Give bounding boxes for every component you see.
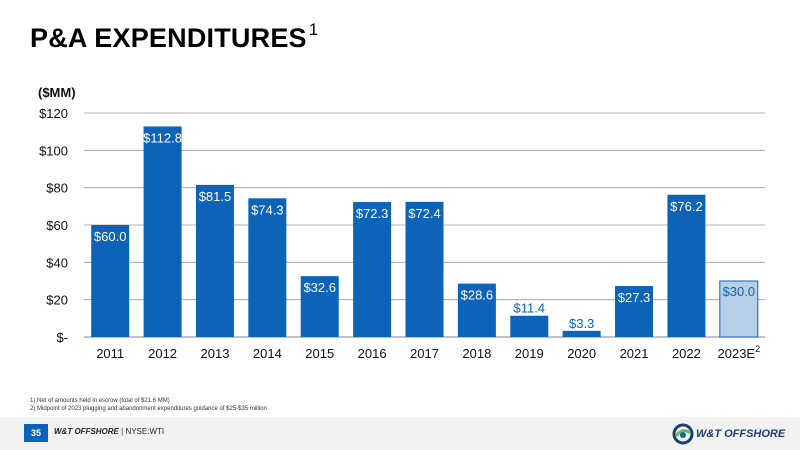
logo-wordmark: W&T OFFSHORE [696, 428, 786, 440]
bar [457, 283, 496, 337]
unit-label: ($MM) [38, 85, 76, 100]
data-label: $74.3 [251, 202, 284, 217]
bars [91, 126, 759, 338]
x-tick-label: 2023E2 [718, 344, 761, 361]
y-axis-ticks: $- $20 $40 $60 $80 $100 $120 [39, 106, 68, 345]
x-tick-label: 2022 [672, 346, 701, 361]
data-label: $72.4 [408, 206, 441, 221]
y-tick-label: $100 [39, 143, 68, 158]
title-footnote-marker: 1 [308, 20, 319, 39]
bar [248, 198, 287, 337]
page-number: 35 [24, 424, 48, 442]
footer-separator: | [121, 427, 124, 436]
title-text: P&A EXPENDITURES [30, 23, 307, 53]
bar [510, 315, 549, 337]
wt-swirl-logo-icon [672, 423, 694, 445]
data-label: $3.3 [569, 316, 594, 331]
x-tick-label: 2011 [96, 346, 124, 361]
data-label: $60.0 [94, 229, 127, 244]
bar [405, 201, 444, 337]
y-tick-label: $60 [46, 218, 68, 233]
data-label: $30.0 [723, 284, 756, 299]
y-tick-label: $120 [39, 106, 68, 121]
y-tick-label: $20 [46, 293, 68, 308]
x-tick-label: 2013 [201, 346, 230, 361]
x-tick-footnote-marker: 2 [755, 344, 760, 354]
x-tick-label: 2015 [305, 346, 334, 361]
footer-company-name: W&T OFFSHORE [54, 427, 119, 436]
footnotes: 1) Net of amounts held in escrow (total … [30, 398, 267, 413]
bar [615, 286, 654, 337]
bar [719, 280, 759, 338]
x-axis-ticks: 2011 2012 2013 2014 2015 2016 2017 2018 2019 2020… [96, 344, 760, 361]
footer-bar: 35 W&T OFFSHORE | NYSE:WTI W&T OFFSHORE [0, 417, 800, 450]
data-label: $27.3 [618, 290, 651, 305]
x-tick-label: 2012 [148, 346, 177, 361]
footer-ticker: NYSE:WTI [125, 427, 165, 436]
data-label: $76.2 [670, 199, 703, 214]
x-tick-label: 2014 [253, 346, 282, 361]
bar [300, 276, 339, 337]
data-label: $28.6 [461, 288, 494, 303]
bar [353, 202, 392, 337]
bar [667, 194, 706, 337]
bar-chart: $-$20$40$60$80$100$120 $60.0$112.8$81.5$… [39, 106, 765, 361]
y-tick-label: $80 [46, 181, 68, 196]
x-tick-label: 2016 [358, 346, 387, 361]
bar [143, 126, 182, 337]
data-label: $112.8 [143, 130, 182, 145]
page-title: P&A EXPENDITURES 1 [30, 20, 318, 54]
data-label: $72.3 [356, 206, 389, 221]
x-tick-label: 2017 [410, 346, 439, 361]
y-tick-label: $- [56, 330, 68, 345]
x-tick-label: 2021 [620, 346, 649, 361]
data-label: $11.4 [513, 301, 545, 316]
data-label: $81.5 [199, 189, 232, 204]
bar [195, 184, 234, 337]
x-tick-label: 2020 [567, 346, 596, 361]
footnote-2: 2) Midpoint of 2023 plugging and abandon… [30, 405, 267, 412]
bar [562, 330, 601, 337]
data-label: $32.6 [303, 280, 336, 295]
bar [91, 225, 130, 337]
company-logo: W&T OFFSHORE [672, 422, 786, 446]
value-labels: $60.0 $112.8 $81.5 $74.3 $32.6 $72.3 $72.4 $28.… [94, 130, 755, 330]
footnote-1: 1) Net of amounts held in escrow (total … [30, 398, 170, 404]
y-tick-label: $40 [46, 255, 68, 270]
x-tick-label: 2019 [515, 346, 544, 361]
x-tick-label: 2018 [462, 346, 491, 361]
footer-company: W&T OFFSHORE | NYSE:WTI [54, 427, 164, 436]
